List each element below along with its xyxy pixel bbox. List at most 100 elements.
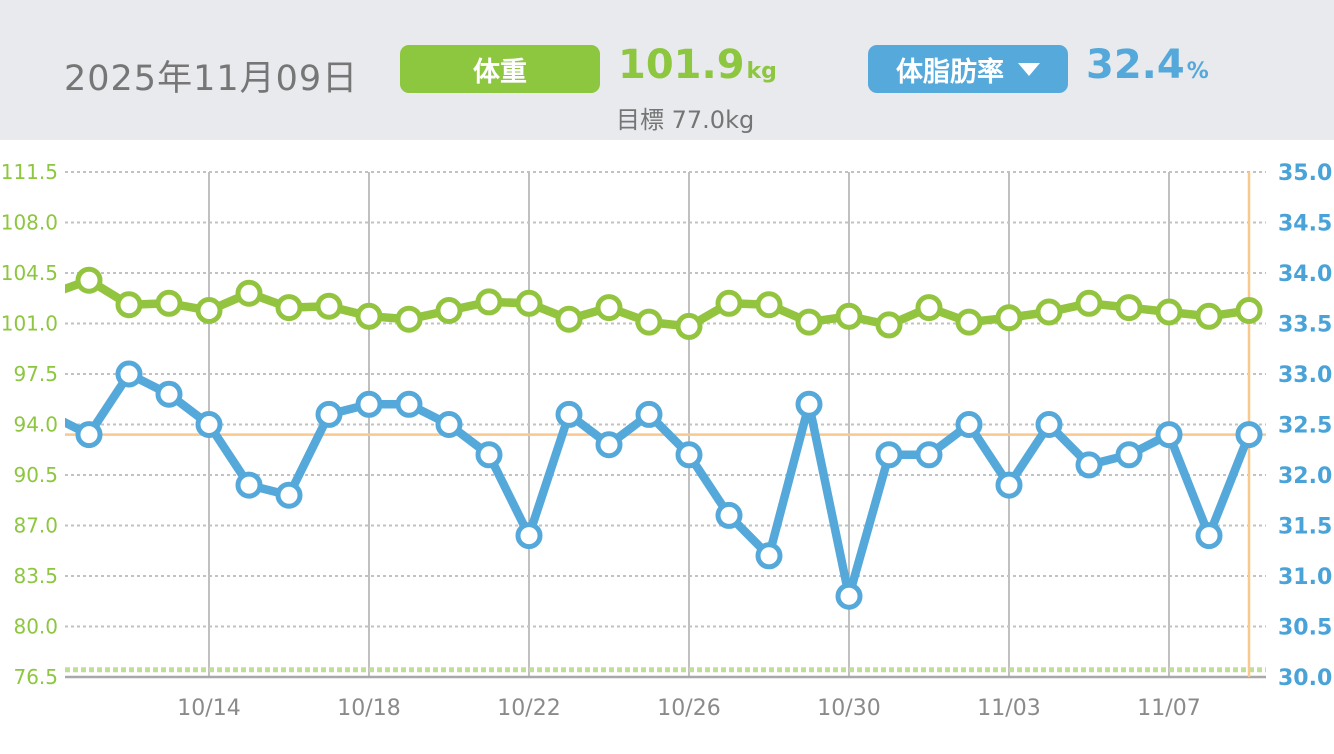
right-axis-tick-label: 31.5	[1278, 515, 1332, 540]
bodyfat-point[interactable]	[355, 390, 383, 418]
weight-point[interactable]	[1235, 297, 1263, 324]
weight-point[interactable]	[595, 294, 623, 322]
weight-tab-button[interactable]: 体重	[400, 45, 600, 93]
weight-bodyfat-chart[interactable]: 111.5 108.0 104.5 101.0 97.5 94.0 90.5 87.0 83.5…	[0, 140, 1334, 750]
weight-point[interactable]	[1155, 298, 1183, 326]
bodyfat-point[interactable]	[435, 411, 463, 438]
weight-point[interactable]	[955, 308, 983, 336]
right-axis-tick-label: 30.0	[1278, 666, 1332, 691]
bodyfat-value-group: 32.4 %	[1086, 42, 1209, 88]
bodyfat-point[interactable]	[955, 411, 983, 438]
bodyfat-point[interactable]	[515, 522, 543, 550]
bodyfat-point[interactable]	[1035, 411, 1063, 438]
weight-point[interactable]	[435, 297, 463, 324]
bodyfat-point[interactable]	[915, 441, 943, 469]
right-axis-tick-label: 32.0	[1278, 464, 1332, 489]
bodyfat-point[interactable]	[1155, 421, 1183, 449]
weight-point[interactable]	[315, 292, 343, 320]
bodyfat-point[interactable]	[475, 441, 503, 469]
bodyfat-point[interactable]	[1075, 451, 1103, 479]
x-axis-tick-label: 10/18	[337, 696, 400, 721]
bodyfat-value: 32.4	[1086, 42, 1185, 88]
x-axis-tick-label: 10/22	[497, 696, 560, 721]
weight-point[interactable]	[515, 289, 543, 317]
bodyfat-point[interactable]	[75, 421, 103, 449]
left-axis-tick-label: 87.0	[13, 514, 58, 538]
weight-point[interactable]	[1115, 294, 1143, 322]
bodyfat-dropdown-label: 体脂肪率	[896, 56, 1004, 88]
x-axis-tick-label: 10/26	[657, 696, 720, 721]
x-axis-tick-label: 10/14	[177, 696, 240, 721]
bodyfat-point[interactable]	[875, 441, 903, 469]
weight-point[interactable]	[715, 289, 743, 317]
bodyfat-point[interactable]	[235, 471, 263, 499]
date-label: 2025年11月09日	[64, 59, 359, 99]
weight-point[interactable]	[795, 308, 823, 336]
weight-point[interactable]	[1195, 302, 1223, 330]
left-axis-tick-label: 104.5	[1, 261, 58, 285]
weight-point[interactable]	[275, 294, 303, 322]
weight-point[interactable]	[115, 291, 143, 319]
bodyfat-unit: %	[1186, 59, 1209, 84]
weight-goal-label: 目標 77.0kg	[616, 106, 755, 134]
bodyfat-point[interactable]	[155, 380, 183, 408]
left-axis-tick-label: 80.0	[13, 615, 58, 639]
weight-point[interactable]	[195, 297, 223, 324]
bodyfat-point[interactable]	[675, 441, 703, 469]
x-axis-tick-label: 10/30	[817, 696, 880, 721]
bodyfat-point[interactable]	[195, 411, 223, 438]
bodyfat-dropdown-button[interactable]: 体脂肪率	[868, 45, 1068, 93]
bodyfat-point[interactable]	[275, 481, 303, 509]
bodyfat-point[interactable]	[755, 542, 783, 570]
left-axis-tick-label: 90.5	[13, 463, 58, 487]
weight-point[interactable]	[995, 304, 1023, 332]
weight-point[interactable]	[835, 302, 863, 330]
weight-point[interactable]	[875, 311, 903, 339]
weight-point[interactable]	[38, 284, 60, 306]
bodyfat-point[interactable]	[1115, 441, 1143, 469]
right-axis-tick-label: 32.5	[1278, 414, 1332, 439]
weight-point[interactable]	[675, 312, 703, 340]
right-axis-tick-label: 35.0	[1278, 161, 1332, 186]
weight-point[interactable]	[155, 289, 183, 317]
bodyfat-point[interactable]	[835, 582, 863, 610]
chart-area[interactable]: 111.5 108.0 104.5 101.0 97.5 94.0 90.5 87.0 83.5…	[0, 140, 1334, 750]
weight-point[interactable]	[915, 294, 943, 322]
weight-point[interactable]	[635, 308, 663, 336]
bodyfat-line-group	[65, 360, 1263, 610]
weight-point[interactable]	[235, 279, 263, 307]
dropdown-arrow-icon	[1018, 62, 1040, 76]
weight-point[interactable]	[555, 305, 583, 333]
weight-value: 101.9	[618, 42, 745, 88]
weight-point[interactable]	[395, 305, 423, 333]
weight-point[interactable]	[755, 291, 783, 319]
x-axis-tick-label: 11/07	[1137, 696, 1200, 721]
weight-point[interactable]	[1035, 298, 1063, 326]
right-axis-tick-label: 33.5	[1278, 313, 1332, 338]
right-axis-tick-label: 31.0	[1278, 565, 1332, 590]
left-axis-tick-label: 83.5	[13, 564, 58, 588]
bodyfat-point[interactable]	[555, 400, 583, 428]
bodyfat-point[interactable]	[395, 390, 423, 418]
bodyfat-point[interactable]	[595, 431, 623, 459]
weight-point[interactable]	[355, 302, 383, 330]
bodyfat-point[interactable]	[995, 471, 1023, 499]
bodyfat-point[interactable]	[635, 400, 663, 428]
right-axis-tick-label: 34.5	[1278, 212, 1332, 237]
bodyfat-point[interactable]	[1235, 421, 1263, 449]
bodyfat-point[interactable]	[315, 400, 343, 428]
bodyfat-point[interactable]	[1195, 522, 1223, 550]
bodyfat-point[interactable]	[715, 501, 743, 529]
weight-unit: kg	[746, 59, 777, 84]
weight-tab-label: 体重	[473, 56, 527, 88]
left-axis-tick-label: 108.0	[1, 211, 58, 235]
weight-point[interactable]	[1075, 289, 1103, 317]
bodyfat-point[interactable]	[115, 360, 143, 388]
x-axis-tick-label: 11/03	[977, 696, 1040, 721]
weight-point[interactable]	[475, 288, 503, 316]
bodyfat-point[interactable]	[795, 390, 823, 418]
header: 2025年11月09日 体重 101.9 kg 目標 77.0kg 体脂肪率 3…	[0, 0, 1334, 140]
weight-point[interactable]	[75, 266, 103, 294]
right-axis-tick-label: 33.0	[1278, 363, 1332, 388]
